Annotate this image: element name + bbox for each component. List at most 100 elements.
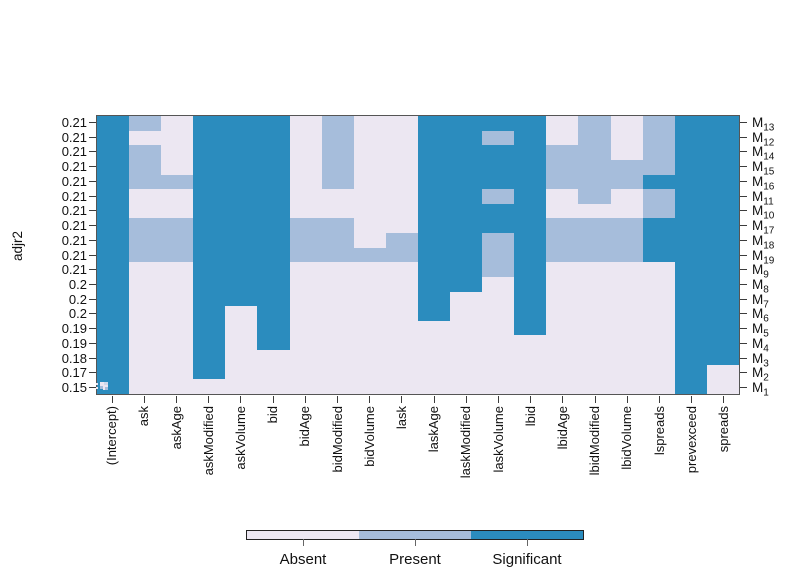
heatmap-cell: [610, 276, 643, 292]
heatmap-cell: [97, 159, 130, 175]
heatmap-cell: [674, 350, 707, 365]
heatmap-cell: [706, 218, 739, 234]
y-tick-label: 0.17: [61, 365, 87, 381]
heatmap-cell: [225, 335, 258, 351]
heatmap-cell: [450, 379, 483, 394]
heatmap-cell: [225, 262, 258, 277]
y-tick-label: 0.21: [61, 203, 87, 219]
heatmap-cell: [546, 335, 579, 351]
model-label: M15: [752, 159, 775, 178]
heatmap-cell: [642, 276, 675, 292]
heatmap-cell: [578, 262, 611, 277]
heatmap-cell: [225, 379, 258, 394]
heatmap-cell: [257, 174, 290, 190]
heatmap-cell: [129, 116, 162, 131]
heatmap-cell: [674, 291, 707, 307]
heatmap-cell: [161, 247, 194, 263]
heatmap-cell: [353, 233, 386, 248]
heatmap-cell: [97, 130, 130, 146]
heatmap-cell: [642, 262, 675, 277]
heatmap-cell: [193, 130, 226, 146]
heatmap-cell: [257, 379, 290, 394]
heatmap-cell: [450, 233, 483, 248]
heatmap-cell: [482, 320, 515, 336]
heatmap-cell: [193, 203, 226, 219]
heatmap-cell: [161, 262, 194, 277]
heatmap-cell: [642, 320, 675, 336]
heatmap-cell: [257, 159, 290, 175]
heatmap-cell: [417, 233, 451, 248]
heatmap-cell: [610, 189, 643, 204]
heatmap-cell: [385, 145, 418, 160]
heatmap-cell: [417, 291, 451, 307]
heatmap-cell: [321, 262, 354, 277]
heatmap-cell: [289, 159, 322, 175]
x-tick-label: laskModified: [458, 406, 474, 479]
heatmap-cell: [129, 291, 162, 307]
heatmap-cell: [97, 189, 130, 204]
heatmap-cell: [225, 247, 258, 263]
heatmap-cell: [417, 350, 451, 365]
heatmap-cell: [546, 203, 579, 219]
heatmap-cell: [610, 247, 643, 263]
heatmap-cell: [578, 306, 611, 321]
x-tick-label: bid: [265, 406, 281, 424]
heatmap-cell: [706, 189, 739, 204]
heatmap-cell: [642, 247, 675, 263]
heatmap-cell: [385, 247, 418, 263]
x-tick: [272, 396, 274, 403]
heatmap-cell: [321, 174, 354, 190]
y-tick: [740, 254, 747, 256]
model-label: M7: [752, 291, 769, 311]
heatmap-cell: [417, 159, 451, 175]
model-label: M12: [752, 129, 775, 149]
heatmap-cell: [193, 350, 226, 365]
x-tick-label: ask: [136, 406, 152, 427]
heatmap-cell: [257, 306, 290, 321]
heatmap-cell: [450, 174, 483, 190]
heatmap-cell: [193, 218, 226, 234]
heatmap-cell: [353, 247, 386, 263]
heatmap-cell: [385, 159, 418, 175]
heatmap-cell: [417, 189, 451, 204]
heatmap-cell: [129, 247, 162, 263]
heatmap-cell: [674, 364, 707, 380]
heatmap-cell: [225, 291, 258, 307]
heatmap-cell: [482, 364, 515, 380]
heatmap-cell: [546, 174, 579, 190]
heatmap-cell: [321, 364, 354, 380]
model-label: M13: [752, 114, 775, 134]
heatmap-cell: [129, 203, 162, 219]
heatmap-cell: [161, 145, 194, 160]
heatmap-cell: [225, 189, 258, 204]
heatmap-cell: [193, 262, 226, 277]
heatmap-cell: [706, 145, 739, 160]
x-tick: [240, 396, 242, 403]
heatmap-cell: [257, 350, 290, 365]
heatmap-cell: [129, 174, 162, 190]
heatmap-cell: [514, 203, 547, 219]
heatmap-cell: [289, 247, 322, 263]
heatmap-cell: [417, 203, 451, 219]
heatmap-cell: [450, 364, 483, 380]
heatmap-cell: [225, 174, 258, 190]
heatmap-cell: [321, 189, 354, 204]
heatmap-cell: [321, 291, 354, 307]
x-tick-label: askModified: [200, 406, 216, 476]
y-tick-label: 0.2: [68, 291, 87, 307]
heatmap-cell: [642, 364, 675, 380]
x-tick: [176, 396, 177, 403]
y-tick: [89, 195, 96, 197]
heatmap-cell: [289, 320, 322, 336]
heatmap-cell: [257, 335, 290, 351]
heatmap-cell: [642, 335, 675, 351]
heatmap-cell: [257, 276, 290, 292]
heatmap-cell: [578, 276, 611, 292]
heatmap-cell: [225, 364, 258, 380]
heatmap-cell: [706, 116, 739, 131]
heatmap-cell: [674, 130, 707, 146]
heatmap-cell: [642, 116, 675, 131]
y-tick: [740, 121, 747, 123]
heatmap-cell: [225, 306, 258, 321]
heatmap-cell: [642, 306, 675, 321]
